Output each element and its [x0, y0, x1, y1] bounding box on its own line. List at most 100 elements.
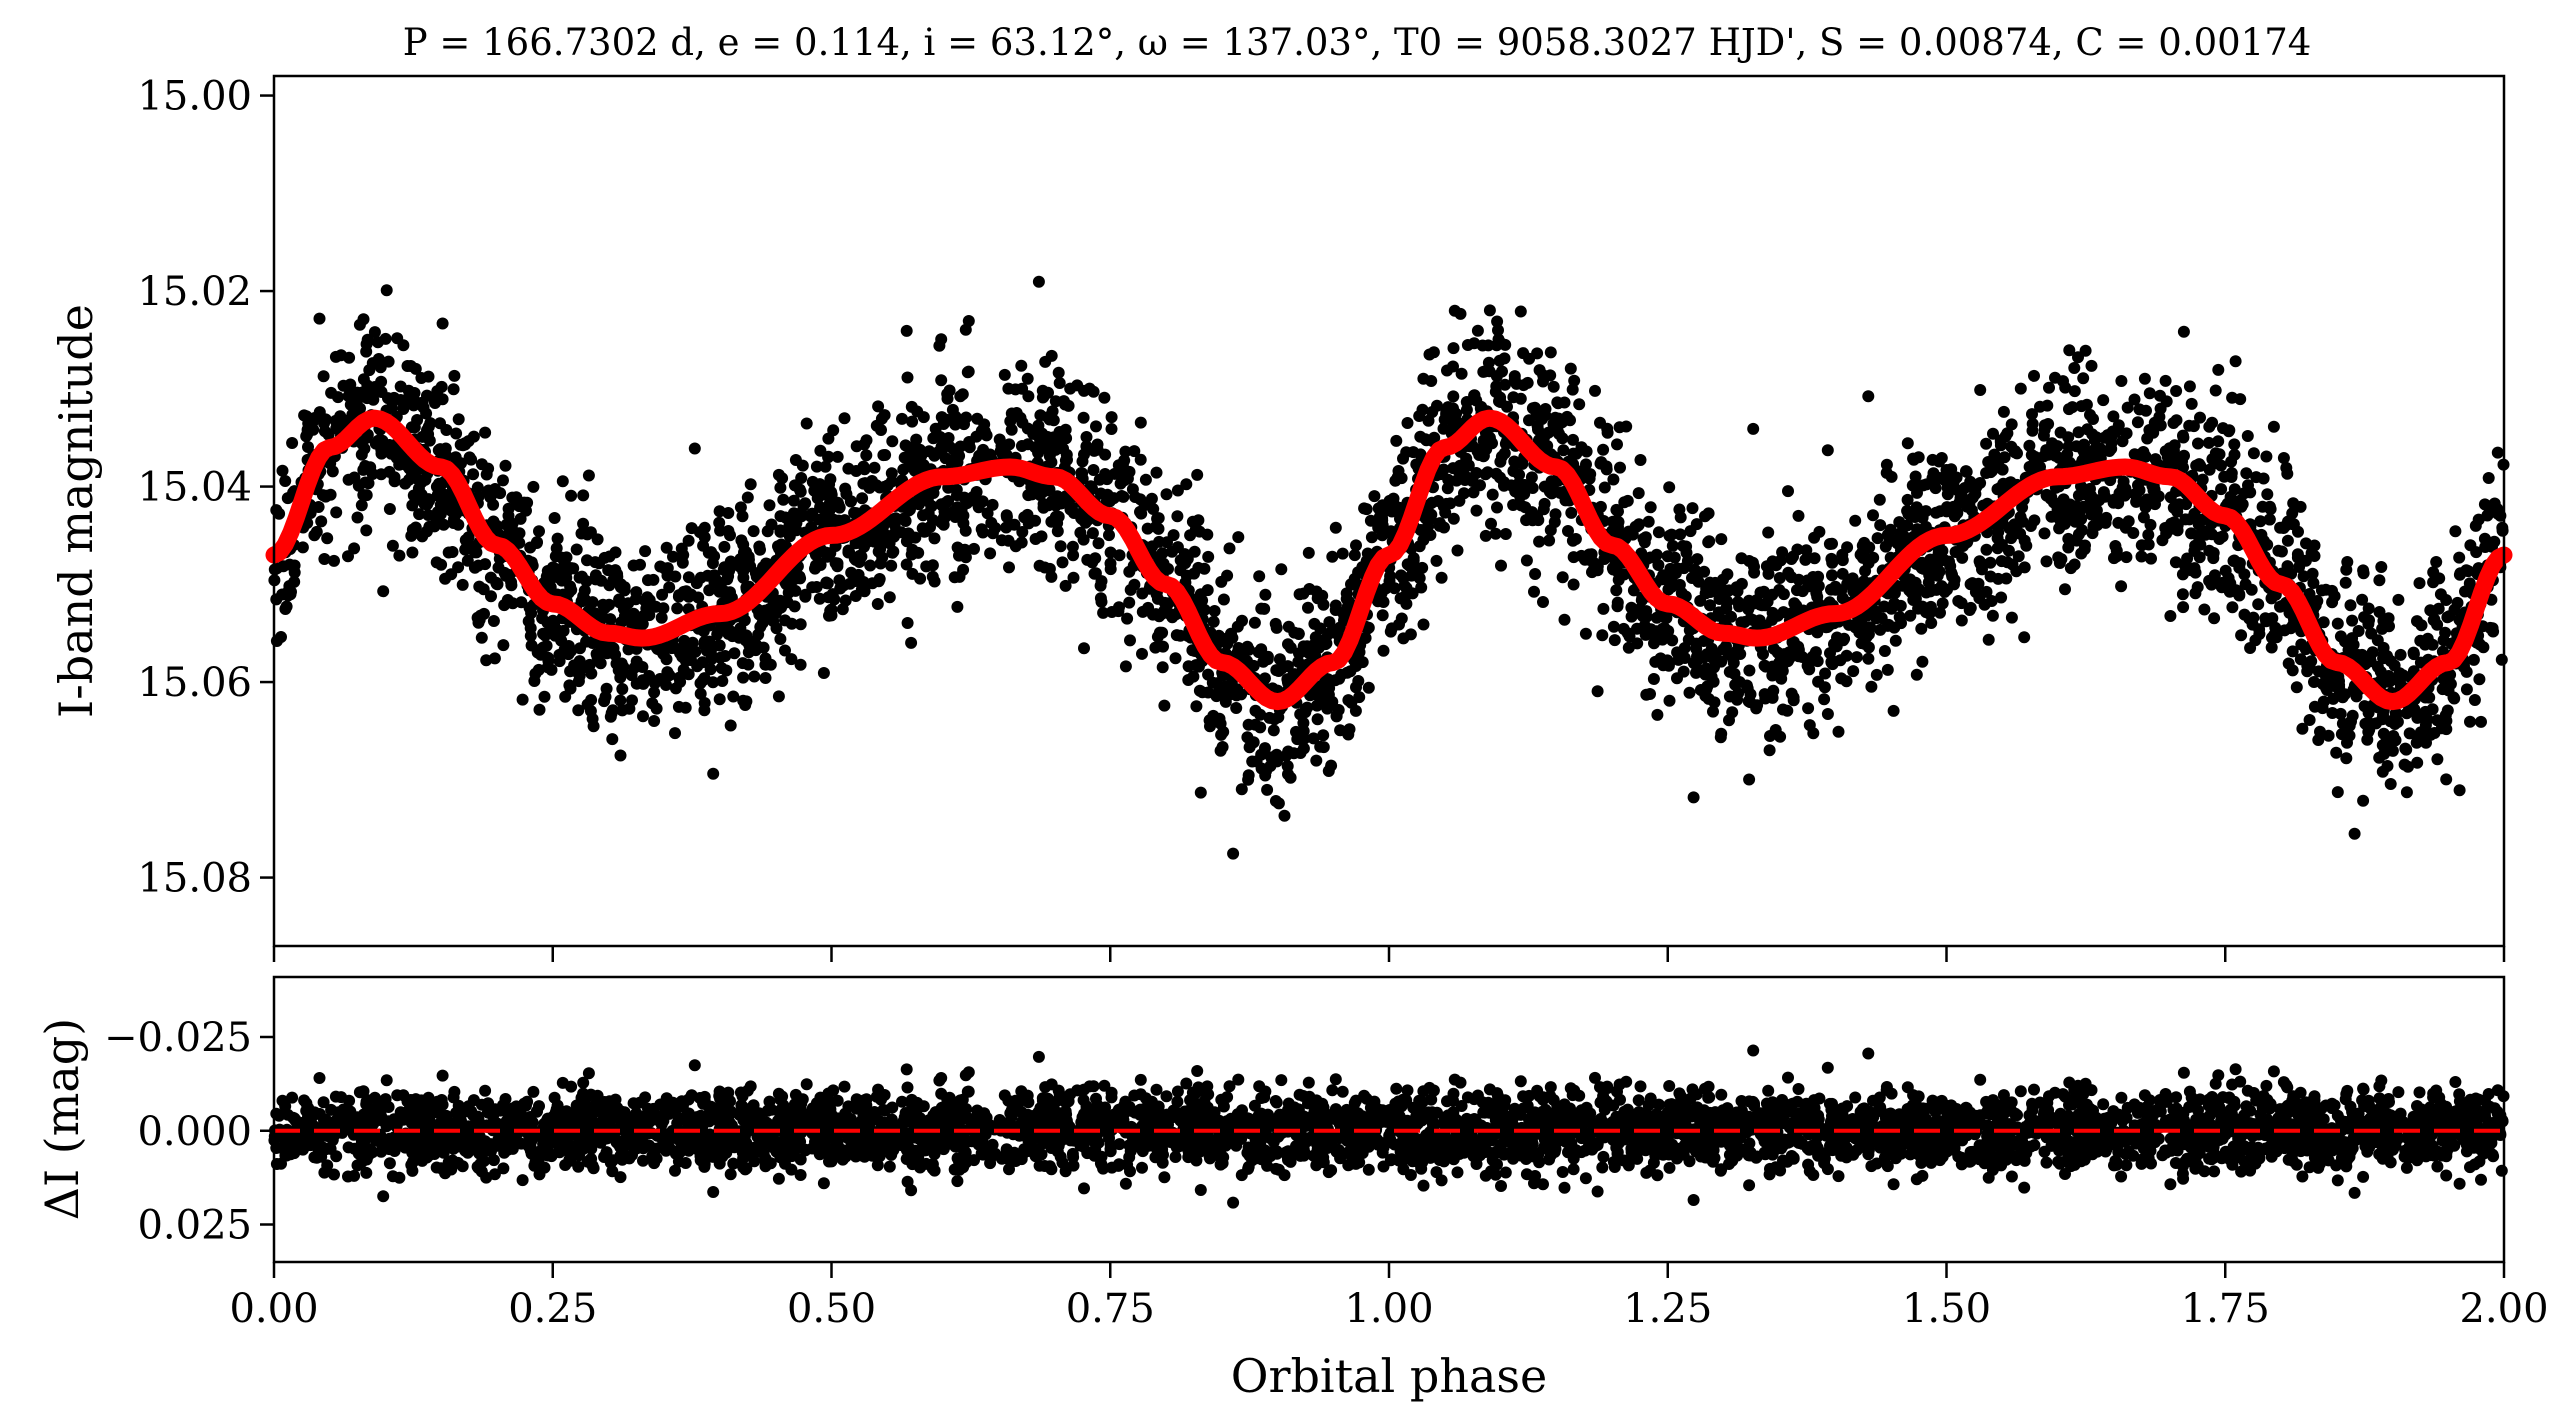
data-point: [688, 442, 701, 455]
data-point: [1060, 448, 1073, 461]
data-point: [1413, 572, 1426, 585]
data-point: [906, 567, 919, 580]
data-point: [2177, 325, 2190, 338]
residual-point: [2440, 1169, 2453, 1182]
data-point: [1202, 550, 1215, 563]
data-point: [1307, 732, 1320, 745]
data-point: [814, 444, 827, 457]
data-point: [1707, 675, 1720, 688]
data-point: [386, 539, 399, 552]
data-point: [2430, 556, 2443, 568]
data-point: [1326, 695, 1339, 708]
data-point: [1792, 573, 1805, 586]
data-point: [1252, 646, 1265, 659]
data-point: [2001, 556, 2014, 569]
data-point: [956, 388, 969, 401]
data-point: [1927, 467, 1940, 480]
data-point: [2132, 479, 2144, 492]
data-point: [1174, 554, 1187, 567]
data-point: [1558, 613, 1571, 626]
data-point: [625, 669, 638, 682]
data-point: [761, 525, 774, 538]
data-point: [606, 733, 619, 746]
data-point: [1901, 493, 1914, 506]
data-point: [318, 553, 331, 565]
data-point: [487, 615, 500, 627]
data-point: [2295, 638, 2308, 651]
data-point: [1310, 754, 1323, 767]
data-point: [330, 506, 343, 519]
data-point: [1430, 554, 1443, 567]
data-point: [546, 616, 559, 629]
data-point: [2176, 588, 2189, 601]
data-point: [1498, 479, 1510, 492]
data-point: [1316, 687, 1328, 700]
data-point: [1089, 567, 1102, 580]
data-point: [1514, 305, 1527, 318]
data-point: [1193, 684, 1206, 697]
data-point: [2334, 707, 2347, 720]
data-point: [1303, 647, 1316, 660]
data-point: [818, 488, 830, 501]
data-point: [1134, 453, 1147, 466]
data-point: [1311, 713, 1324, 726]
top-y-tick-label: 15.08: [137, 856, 252, 902]
data-point: [2496, 521, 2509, 534]
data-point: [1032, 419, 1045, 432]
data-point: [270, 593, 283, 606]
data-point: [811, 478, 824, 491]
data-point: [1160, 488, 1173, 501]
data-point: [435, 558, 448, 571]
data-point: [2079, 344, 2092, 357]
data-point: [1558, 396, 1571, 409]
data-point: [1097, 606, 1110, 619]
data-point: [655, 611, 668, 624]
residual-point: [313, 1072, 326, 1084]
data-point: [761, 611, 774, 623]
data-point: [1774, 554, 1787, 567]
data-point: [1832, 725, 1845, 738]
data-point: [1650, 625, 1663, 638]
data-point: [1566, 383, 1579, 396]
data-point: [810, 460, 823, 473]
data-point: [1198, 603, 1211, 616]
data-point: [499, 459, 512, 472]
data-point: [946, 453, 959, 466]
data-point: [1284, 771, 1297, 784]
data-point: [820, 577, 833, 590]
data-point: [572, 704, 585, 717]
data-point: [2264, 503, 2277, 516]
data-point: [1453, 494, 1466, 507]
data-point: [1771, 646, 1784, 659]
data-point: [1849, 514, 1862, 527]
data-point: [1217, 593, 1230, 606]
data-point: [2213, 448, 2226, 461]
data-point: [2181, 552, 2194, 565]
data-point: [1203, 714, 1216, 727]
data-point: [1652, 526, 1665, 539]
data-point: [886, 435, 899, 448]
data-point: [1955, 614, 1968, 627]
data-point: [713, 639, 726, 652]
data-point: [319, 413, 332, 426]
data-point: [1573, 398, 1586, 411]
data-point: [1680, 540, 1693, 553]
data-point: [1881, 528, 1894, 541]
data-point: [1201, 584, 1214, 597]
data-point: [1594, 416, 1606, 429]
data-point: [1302, 546, 1315, 559]
data-point: [696, 674, 709, 687]
data-point: [862, 535, 874, 548]
top-y-axis-label: I-band magnitude: [49, 304, 103, 718]
data-point: [2293, 561, 2306, 573]
data-point: [1938, 585, 1951, 598]
data-point: [1456, 466, 1469, 479]
data-point: [1335, 668, 1348, 681]
data-point: [1803, 719, 1816, 732]
data-point: [2119, 521, 2132, 534]
data-point: [1491, 315, 1504, 328]
data-point: [1033, 559, 1046, 572]
data-point: [275, 631, 287, 643]
data-point: [1893, 529, 1906, 542]
data-point: [671, 602, 684, 615]
